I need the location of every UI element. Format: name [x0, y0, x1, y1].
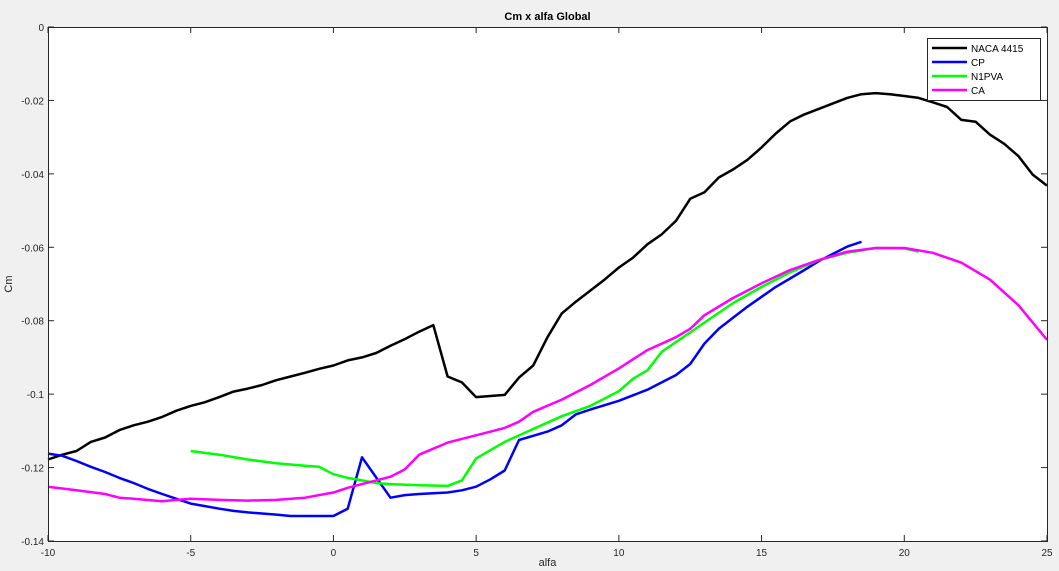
y-tick-label: -0.1: [27, 390, 45, 401]
x-tick-label: 15: [756, 548, 768, 559]
legend-label: CA: [971, 86, 985, 97]
series-line-0: [47, 91, 1048, 461]
x-tick-label: 0: [331, 548, 337, 559]
x-tick-label: 10: [613, 548, 625, 559]
y-tick-label: -0.08: [21, 317, 44, 328]
x-tick-label: -10: [41, 548, 56, 559]
series-lines: [47, 91, 1048, 518]
series-line-2: [190, 246, 919, 488]
legend-label: NACA 4415: [971, 44, 1024, 55]
y-axis-label: Cm: [3, 275, 15, 292]
x-tick-label: 5: [473, 548, 479, 559]
chart-title: Cm x alfa Global: [504, 11, 590, 23]
x-tick-label: 20: [899, 548, 911, 559]
plot-area: [48, 27, 1047, 541]
y-tick-label: -0.14: [21, 537, 44, 548]
legend-label: CP: [971, 58, 985, 69]
legend: NACA 4415 CP N1PVA CA: [927, 38, 1041, 101]
x-axis: -10 -5 0 5 10 15 20 25: [41, 27, 1053, 559]
y-tick-label: -0.06: [21, 243, 44, 254]
y-tick-label: -0.02: [21, 96, 44, 107]
x-tick-label: 25: [1041, 548, 1053, 559]
series-line-1: [47, 240, 862, 518]
plot-frame: [48, 27, 1048, 542]
x-tick-label: -5: [186, 548, 195, 559]
y-tick-label: -0.12: [21, 464, 44, 475]
y-axis: 0 -0.02 -0.04 -0.06 -0.08 -0.1 -0.12 -0.14: [21, 23, 1047, 548]
y-tick-label: 0: [38, 23, 44, 34]
legend-label: N1PVA: [971, 72, 1003, 83]
x-axis-label: alfa: [539, 557, 558, 569]
y-tick-label: -0.04: [21, 170, 44, 181]
series-line-3: [47, 246, 1048, 503]
